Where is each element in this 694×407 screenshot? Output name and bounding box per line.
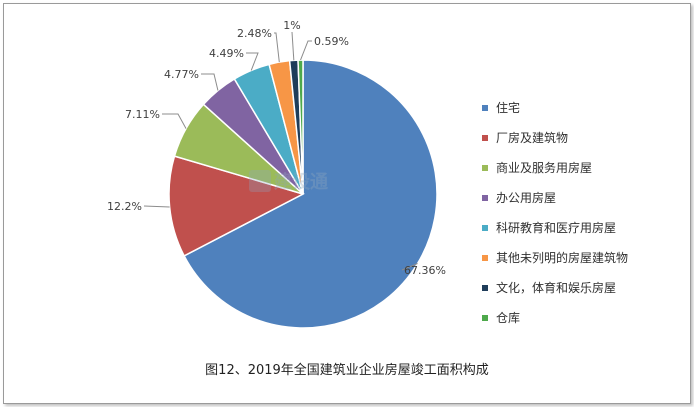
legend-swatch-4 <box>482 195 488 201</box>
pie-slice-2 <box>168 155 305 257</box>
building-logo-icon <box>249 170 271 192</box>
legend-swatch-3 <box>482 165 488 171</box>
data-label-1: 67.36% <box>404 264 446 277</box>
leader-line-3 <box>162 113 187 129</box>
legend-swatch-7 <box>482 285 488 291</box>
pie-data-labels: 67.36% 12.2% 7.11% 4.77% 4.49% 2.48% 1% 0.59% <box>107 19 446 277</box>
data-label-4: 4.77% <box>164 68 199 81</box>
leader-line-5 <box>246 52 259 71</box>
data-label-8: 0.59% <box>314 35 349 48</box>
leader-line-4 <box>201 73 219 91</box>
legend-swatch-6 <box>482 255 488 261</box>
legend-label-5: 科研教育和医疗用房屋 <box>496 220 616 235</box>
leader-line-8 <box>300 40 312 61</box>
legend-label-7: 文化，体育和娱乐房屋 <box>496 280 616 295</box>
legend-label-4: 办公用房屋 <box>496 190 556 205</box>
pie-label-leaders <box>143 31 418 271</box>
chart-title: 图12、2019年全国建筑业企业房屋竣工面积构成 <box>205 363 489 378</box>
leader-line-2 <box>143 205 170 208</box>
leader-line-6 <box>274 32 280 63</box>
watermark: 建设通 <box>249 170 328 193</box>
watermark-text: 建设通 <box>274 171 328 193</box>
data-label-6: 2.48% <box>237 27 272 40</box>
leader-line-1 <box>401 263 418 271</box>
leader-line-7 <box>291 31 295 61</box>
data-label-3: 7.11% <box>125 108 160 121</box>
data-label-7: 1% <box>283 19 300 32</box>
legend-label-2: 厂房及建筑物 <box>496 130 568 145</box>
legend-swatch-2 <box>482 135 488 141</box>
legend-swatch-1 <box>482 105 488 111</box>
legend-label-8: 仓库 <box>496 310 520 325</box>
legend-label-6: 其他未列明的房屋建筑物 <box>496 250 628 265</box>
chart-legend: 住宅厂房及建筑物商业及服务用房屋办公用房屋科研教育和医疗用房屋其他未列明的房屋建… <box>482 100 628 325</box>
legend-label-1: 住宅 <box>496 100 520 115</box>
legend-swatch-5 <box>482 225 488 231</box>
legend-label-3: 商业及服务用房屋 <box>496 160 592 175</box>
data-label-5: 4.49% <box>209 47 244 60</box>
legend-swatch-8 <box>482 315 488 321</box>
pie-slices <box>168 59 438 329</box>
data-label-2: 12.2% <box>107 200 142 213</box>
